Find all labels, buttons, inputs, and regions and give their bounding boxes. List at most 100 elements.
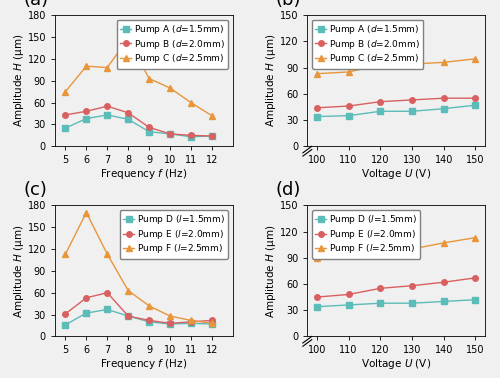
Pump E ($l$=2.0mm) (314, 295, 320, 299)
Pump D ($l$=1.5mm) (188, 321, 194, 325)
Line: Pump A ($d$=1.5mm): Pump A ($d$=1.5mm) (314, 102, 478, 119)
Pump D ($l$=1.5mm) (409, 301, 415, 305)
Pump A ($d$=1.5mm) (167, 132, 173, 136)
Legend: Pump A ($d$=1.5mm), Pump B ($d$=2.0mm), Pump C ($d$=2.5mm): Pump A ($d$=1.5mm), Pump B ($d$=2.0mm), … (116, 20, 228, 68)
Pump D ($l$=1.5mm) (441, 299, 447, 304)
Pump D ($l$=1.5mm) (84, 311, 89, 315)
Y-axis label: Amplitude $H$ (μm): Amplitude $H$ (μm) (264, 34, 278, 127)
Text: (a): (a) (23, 0, 48, 9)
Pump B ($d$=2.0mm) (125, 110, 131, 115)
Pump E ($l$=2.0mm) (209, 318, 215, 323)
Line: Pump E ($l$=2.0mm): Pump E ($l$=2.0mm) (62, 290, 214, 326)
Line: Pump F ($l$=2.5mm): Pump F ($l$=2.5mm) (62, 210, 214, 326)
Pump E ($l$=2.0mm) (167, 321, 173, 325)
Pump A ($d$=1.5mm) (409, 109, 415, 113)
Line: Pump A ($d$=1.5mm): Pump A ($d$=1.5mm) (62, 112, 214, 139)
Line: Pump F ($l$=2.5mm): Pump F ($l$=2.5mm) (314, 235, 478, 260)
Pump B ($d$=2.0mm) (188, 133, 194, 138)
Pump F ($l$=2.5mm) (104, 252, 110, 256)
Pump A ($d$=1.5mm) (209, 134, 215, 138)
Pump A ($d$=1.5mm) (62, 126, 68, 130)
Pump D ($l$=1.5mm) (314, 304, 320, 309)
Pump A ($d$=1.5mm) (188, 135, 194, 139)
Pump F ($l$=2.5mm) (167, 314, 173, 318)
Pump E ($l$=2.0mm) (104, 290, 110, 295)
Pump E ($l$=2.0mm) (472, 276, 478, 280)
Pump B ($d$=2.0mm) (409, 98, 415, 102)
Pump F ($l$=2.5mm) (441, 241, 447, 245)
Text: (d): (d) (276, 181, 300, 199)
Pump A ($d$=1.5mm) (346, 113, 352, 118)
X-axis label: Voltage $U$ (V): Voltage $U$ (V) (361, 357, 431, 371)
Pump F ($l$=2.5mm) (472, 235, 478, 240)
Pump B ($d$=2.0mm) (84, 109, 89, 113)
Pump C ($d$=2.5mm) (146, 76, 152, 81)
Pump D ($l$=1.5mm) (378, 301, 384, 305)
X-axis label: Voltage $U$ (V): Voltage $U$ (V) (361, 167, 431, 181)
Pump D ($l$=1.5mm) (62, 322, 68, 327)
Pump D ($l$=1.5mm) (146, 319, 152, 324)
Line: Pump D ($l$=1.5mm): Pump D ($l$=1.5mm) (62, 307, 214, 328)
Pump F ($l$=2.5mm) (84, 210, 89, 215)
Pump D ($l$=1.5mm) (167, 322, 173, 326)
Pump F ($l$=2.5mm) (209, 321, 215, 325)
Pump E ($l$=2.0mm) (188, 319, 194, 324)
Pump B ($d$=2.0mm) (378, 99, 384, 104)
Pump B ($d$=2.0mm) (441, 96, 447, 101)
Pump E ($l$=2.0mm) (409, 284, 415, 288)
Pump C ($d$=2.5mm) (84, 64, 89, 68)
Pump A ($d$=1.5mm) (441, 106, 447, 111)
Pump C ($d$=2.5mm) (188, 100, 194, 105)
Pump C ($d$=2.5mm) (167, 86, 173, 90)
Pump D ($l$=1.5mm) (209, 322, 215, 326)
Pump F ($l$=2.5mm) (125, 288, 131, 293)
Pump F ($l$=2.5mm) (314, 256, 320, 260)
Pump F ($l$=2.5mm) (188, 318, 194, 323)
Pump E ($l$=2.0mm) (378, 286, 384, 291)
Y-axis label: Amplitude $H$ (μm): Amplitude $H$ (μm) (12, 224, 26, 318)
Pump C ($d$=2.5mm) (472, 57, 478, 61)
X-axis label: Frequency $f$ (Hz): Frequency $f$ (Hz) (100, 167, 188, 181)
Pump C ($d$=2.5mm) (62, 89, 68, 94)
Pump C ($d$=2.5mm) (346, 70, 352, 74)
Line: Pump B ($d$=2.0mm): Pump B ($d$=2.0mm) (62, 104, 214, 139)
Pump B ($d$=2.0mm) (209, 134, 215, 138)
Pump C ($d$=2.5mm) (125, 36, 131, 41)
Legend: Pump A ($d$=1.5mm), Pump B ($d$=2.0mm), Pump C ($d$=2.5mm): Pump A ($d$=1.5mm), Pump B ($d$=2.0mm), … (312, 20, 424, 68)
Y-axis label: Amplitude $H$ (μm): Amplitude $H$ (μm) (12, 34, 26, 127)
Pump E ($l$=2.0mm) (441, 280, 447, 285)
Pump C ($d$=2.5mm) (104, 65, 110, 70)
Pump B ($d$=2.0mm) (314, 105, 320, 110)
Pump A ($d$=1.5mm) (472, 103, 478, 107)
Pump E ($l$=2.0mm) (146, 318, 152, 323)
Line: Pump C ($d$=2.5mm): Pump C ($d$=2.5mm) (62, 36, 214, 118)
Text: (b): (b) (276, 0, 301, 9)
Pump A ($d$=1.5mm) (125, 117, 131, 122)
Pump A ($d$=1.5mm) (84, 116, 89, 121)
X-axis label: Frequency $f$ (Hz): Frequency $f$ (Hz) (100, 357, 188, 371)
Line: Pump C ($d$=2.5mm): Pump C ($d$=2.5mm) (314, 56, 478, 76)
Pump C ($d$=2.5mm) (209, 113, 215, 118)
Pump A ($d$=1.5mm) (314, 114, 320, 119)
Pump C ($d$=2.5mm) (378, 63, 384, 67)
Pump A ($d$=1.5mm) (146, 129, 152, 134)
Pump E ($l$=2.0mm) (84, 296, 89, 300)
Line: Pump D ($l$=1.5mm): Pump D ($l$=1.5mm) (314, 297, 478, 310)
Pump E ($l$=2.0mm) (346, 292, 352, 297)
Pump E ($l$=2.0mm) (125, 314, 131, 318)
Line: Pump B ($d$=2.0mm): Pump B ($d$=2.0mm) (314, 95, 478, 111)
Pump A ($d$=1.5mm) (378, 109, 384, 113)
Pump C ($d$=2.5mm) (314, 71, 320, 76)
Pump F ($l$=2.5mm) (62, 252, 68, 256)
Line: Pump E ($l$=2.0mm): Pump E ($l$=2.0mm) (314, 275, 478, 300)
Pump B ($d$=2.0mm) (62, 113, 68, 117)
Pump D ($l$=1.5mm) (104, 307, 110, 312)
Pump B ($d$=2.0mm) (346, 104, 352, 108)
Pump B ($d$=2.0mm) (146, 125, 152, 130)
Pump F ($l$=2.5mm) (409, 247, 415, 251)
Pump F ($l$=2.5mm) (346, 249, 352, 254)
Pump D ($l$=1.5mm) (346, 303, 352, 307)
Pump D ($l$=1.5mm) (472, 297, 478, 302)
Pump B ($d$=2.0mm) (472, 96, 478, 101)
Pump F ($l$=2.5mm) (146, 304, 152, 308)
